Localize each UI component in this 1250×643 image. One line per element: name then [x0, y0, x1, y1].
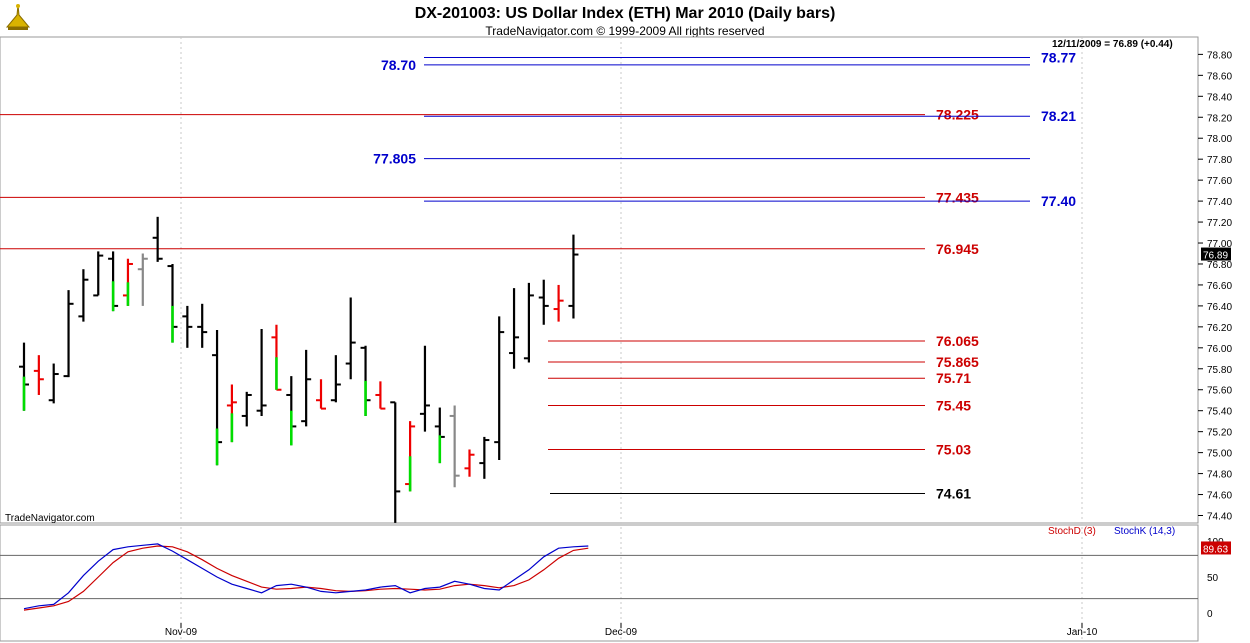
logo-icon	[4, 2, 34, 32]
price-tick-label: 75.40	[1207, 407, 1232, 418]
chart-title: DX-201003: US Dollar Index (ETH) Mar 201…	[415, 5, 836, 22]
stoch-legend-entry: StochK (14,3)	[1114, 526, 1175, 537]
x-tick-label: Dec-09	[605, 627, 638, 638]
level-label: 78.70	[381, 57, 416, 73]
price-tick-label: 76.40	[1207, 302, 1232, 313]
level-label: 75.865	[936, 354, 979, 370]
level-label: 75.03	[936, 441, 971, 457]
price-tick-label: 77.60	[1207, 176, 1232, 187]
stochk-line	[23, 543, 589, 610]
level-label: 76.065	[936, 333, 979, 349]
level-label: 77.435	[936, 189, 979, 205]
quote-text: 12/11/2009 = 76.89 (+0.44)	[1052, 39, 1173, 50]
stoch-tick-label: 50	[1207, 573, 1219, 584]
level-label: 76.945	[936, 241, 979, 257]
x-tick-label: Nov-09	[165, 627, 198, 638]
price-tick-label: 78.00	[1207, 134, 1232, 145]
price-tick-label: 76.60	[1207, 281, 1232, 292]
x-tick-label: Jan-10	[1067, 627, 1098, 638]
price-tick-label: 76.80	[1207, 260, 1232, 271]
level-label: 74.61	[936, 485, 971, 501]
level-label: 77.40	[1041, 193, 1076, 209]
level-label: 78.77	[1041, 50, 1076, 66]
level-label: 78.21	[1041, 108, 1076, 124]
chart-subtitle: TradeNavigator.com © 1999-2009 All right…	[485, 24, 764, 38]
stoch-last-badge	[1201, 541, 1231, 555]
watermark-text: TradeNavigator.com	[5, 513, 95, 524]
price-tick-label: 76.00	[1207, 344, 1232, 355]
price-tick-label: 75.20	[1207, 428, 1232, 439]
stoch-legend-entry: StochD (3)	[1048, 526, 1096, 537]
level-label: 75.71	[936, 370, 971, 386]
price-tick-label: 77.20	[1207, 218, 1232, 229]
price-tick-label: 74.80	[1207, 470, 1232, 481]
last-price-label: 76.89	[1203, 251, 1228, 262]
price-tick-label: 74.40	[1207, 512, 1232, 523]
last-price-badge	[1201, 247, 1231, 261]
level-label: 75.45	[936, 397, 971, 413]
price-tick-label: 77.80	[1207, 155, 1232, 166]
price-tick-label: 77.00	[1207, 239, 1232, 250]
price-tick-label: 74.60	[1207, 491, 1232, 502]
stoch-tick-label: 0	[1207, 609, 1213, 620]
price-tick-label: 78.80	[1207, 50, 1232, 61]
price-tick-label: 78.40	[1207, 92, 1232, 103]
price-panel	[0, 36, 1199, 524]
price-tick-label: 76.20	[1207, 323, 1232, 334]
price-tick-label: 78.20	[1207, 113, 1232, 124]
stochastic-panel	[0, 524, 1199, 642]
level-label: 78.225	[936, 107, 979, 123]
price-tick-label: 78.60	[1207, 71, 1232, 82]
price-tick-label: 77.40	[1207, 197, 1232, 208]
stoch-last-label: 89.63	[1203, 544, 1228, 555]
price-tick-label: 75.00	[1207, 449, 1232, 460]
level-label: 77.805	[373, 151, 416, 167]
price-tick-label: 75.80	[1207, 365, 1232, 376]
price-tick-label: 75.60	[1207, 386, 1232, 397]
